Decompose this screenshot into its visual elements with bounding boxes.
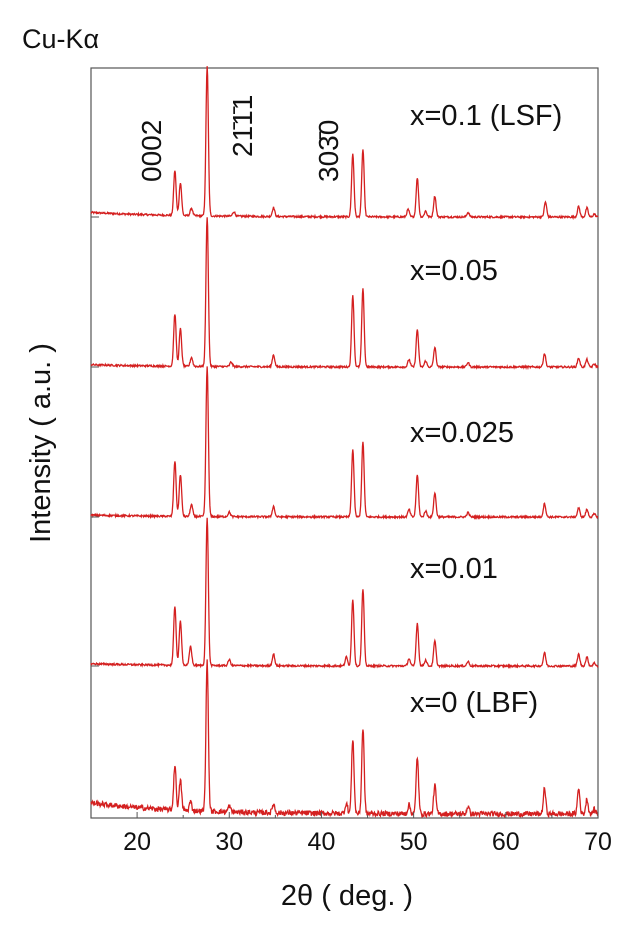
y-axis-ticks	[91, 216, 99, 667]
series-line-1	[90, 217, 599, 371]
series-label-0: x=0.1 (LSF)	[410, 100, 562, 132]
x-tick-label-70: 70	[584, 828, 612, 856]
series-label-1: x=0.05	[410, 255, 498, 287]
x-axis-ticks: 20 30 40 50 60 70	[90, 812, 612, 856]
series-label-4: x=0 (LBF)	[410, 687, 538, 719]
x-tick-label-60: 60	[492, 828, 520, 856]
series-label-2: x=0.025	[410, 417, 514, 449]
x-tick-label-30: 30	[215, 828, 243, 856]
peak-annotation-1: 21̄1̄1	[227, 95, 258, 157]
peak-annotation-0: 0002	[136, 120, 167, 182]
x-tick-label-20: 20	[123, 828, 151, 856]
chart-title: Cu-Kα	[22, 24, 99, 54]
x-tick-label-40: 40	[308, 828, 336, 856]
series-labels: x=0.1 (LSF) x=0.05 x=0.025 x=0.01 x=0 (LBF)	[410, 100, 562, 719]
peak-annotations: 0002 21̄1̄1 303̄0	[136, 95, 344, 182]
series-line-0	[90, 66, 599, 221]
x-tick-label-50: 50	[400, 828, 428, 856]
series-group	[90, 66, 599, 819]
x-axis-label: 2θ ( deg. )	[281, 880, 413, 912]
series-line-3	[90, 517, 599, 670]
series-line-2	[90, 366, 599, 520]
y-axis-label: Intensity ( a.u. )	[25, 343, 57, 543]
series-line-4	[90, 659, 599, 819]
series-label-3: x=0.01	[410, 553, 498, 585]
plot-frame	[90, 67, 599, 819]
peak-annotation-2: 303̄0	[313, 120, 344, 182]
